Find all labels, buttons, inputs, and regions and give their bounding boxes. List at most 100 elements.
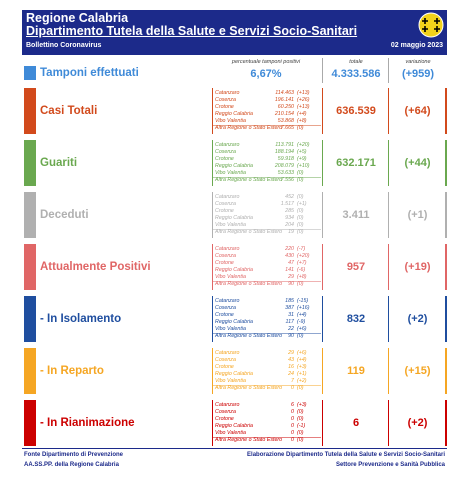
divider [388, 88, 389, 134]
section-bar [445, 140, 447, 186]
province-change: (-6) [297, 267, 306, 273]
section-bar [445, 348, 447, 394]
province-name: Cosenza [215, 253, 236, 259]
province-value: 19 [288, 229, 294, 235]
row-rule [213, 176, 321, 178]
province-change: (+4) [297, 111, 307, 117]
tests-bar [24, 66, 36, 80]
province-change: (0) [297, 170, 304, 176]
province-value: 452 [285, 194, 294, 200]
province-change: (+2) [297, 378, 307, 384]
province-change: (+6) [297, 350, 307, 356]
province-name: Cosenza [215, 201, 236, 207]
province-value: 7.556 [280, 177, 294, 183]
divider [388, 244, 389, 290]
province-name: Cosenza [215, 149, 236, 155]
section-change: (+2) [407, 417, 428, 429]
province-value: 6 [291, 402, 294, 408]
province-value: 204 [285, 222, 294, 228]
divider [212, 244, 213, 290]
province-name: Crotone [215, 156, 234, 162]
province-change: (+13) [297, 90, 310, 96]
row-rule [213, 332, 321, 334]
section-label: Deceduti [40, 209, 89, 221]
province-change: (+7) [297, 260, 307, 266]
row-rule [213, 124, 321, 126]
province-value: 59.918 [277, 156, 294, 162]
province-value: 285 [285, 208, 294, 214]
province-name: Cosenza [215, 305, 236, 311]
province-value: 29 [288, 274, 294, 280]
tests-change: (+959) [401, 68, 435, 80]
source2: AA.SS.PP. della Regione Calabria [24, 462, 119, 468]
province-name: Crotone [215, 312, 234, 318]
province-value: 0 [291, 437, 294, 443]
section-bar [445, 88, 447, 134]
col-change: variazione [405, 59, 431, 65]
province-name: Reggio Calabria [215, 319, 253, 325]
province-change: (0) [297, 385, 304, 391]
tests-label: Tamponi effettuati [40, 67, 139, 79]
tests-percent: 6,67% [250, 68, 282, 80]
divider [212, 296, 213, 342]
province-name: Catanzaro [215, 298, 240, 304]
province-name: Crotone [215, 208, 234, 214]
section-label: - In Isolamento [40, 313, 122, 325]
province-change: (-7) [297, 246, 306, 252]
province-value: 0 [291, 409, 294, 415]
divider [322, 58, 323, 83]
logo [418, 12, 444, 38]
province-name: Altra Regione o Stato Estero [215, 177, 283, 183]
province-name: Altra Regione o Stato Estero [215, 385, 283, 391]
section-bar [445, 244, 447, 290]
province-value: 210.154 [274, 111, 294, 117]
elab1: Elaborazione Dipartimento Tutela della S… [247, 452, 445, 458]
province-change: (+5) [297, 149, 307, 155]
province-change: (+13) [297, 104, 310, 110]
section-total: 6 [352, 417, 360, 429]
province-value: 220 [285, 246, 294, 252]
section-total: 957 [346, 261, 366, 273]
province-name: Crotone [215, 364, 234, 370]
province-value: 1.517 [280, 201, 294, 207]
province-name: Vibo Valentia [215, 222, 246, 228]
province-change: (+26) [297, 97, 310, 103]
province-change: (+8) [297, 118, 307, 124]
province-change: (0) [297, 208, 304, 214]
divider [212, 140, 213, 186]
province-value: 53.868 [277, 118, 294, 124]
footer-rule [22, 448, 447, 449]
section-bar [24, 192, 36, 238]
province-name: Altra Regione o Stato Estero [215, 125, 283, 131]
province-change: (-15) [297, 298, 309, 304]
province-change: (+3) [297, 364, 307, 370]
province-change: (0) [297, 430, 304, 436]
section-total: 3.411 [342, 209, 370, 221]
section-bar [24, 88, 36, 134]
province-name: Catanzaro [215, 142, 240, 148]
province-name: Vibo Valentia [215, 274, 246, 280]
section-bar [445, 192, 447, 238]
province-name: Reggio Calabria [215, 371, 253, 377]
province-name: Cosenza [215, 357, 236, 363]
province-name: Catanzaro [215, 246, 240, 252]
section-total: 832 [346, 313, 366, 325]
divider [212, 88, 213, 134]
province-value: 16 [288, 364, 294, 370]
divider [322, 244, 323, 290]
province-value: 47 [288, 260, 294, 266]
section-bar [24, 348, 36, 394]
section-label: Guariti [40, 157, 78, 169]
section-bar [24, 244, 36, 290]
province-name: Catanzaro [215, 90, 240, 96]
province-value: 43 [288, 357, 294, 363]
section-bar [24, 400, 36, 446]
province-value: 7 [291, 378, 294, 384]
province-value: 934 [285, 215, 294, 221]
province-name: Altra Regione o Stato Estero [215, 333, 283, 339]
row-rule [213, 384, 321, 386]
divider [212, 400, 213, 446]
province-value: 114.463 [275, 90, 294, 96]
province-name: Cosenza [215, 409, 236, 415]
